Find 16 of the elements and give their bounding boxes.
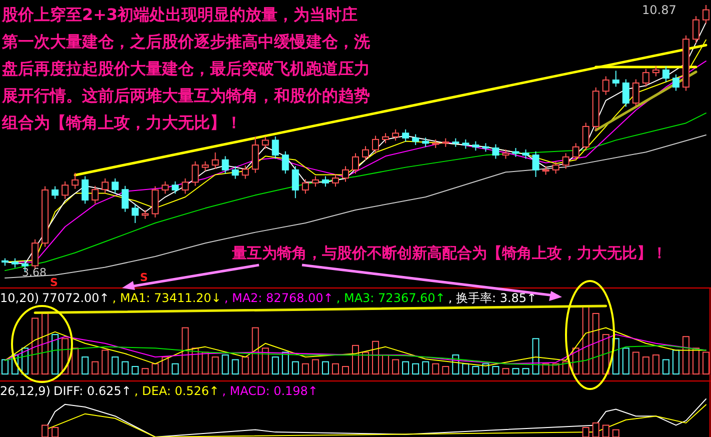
annotation: , DEA: 0.526↑ xyxy=(134,384,220,398)
annotation: 10,20) xyxy=(0,291,40,305)
annotation: S xyxy=(140,271,148,284)
annotation: 量互为犄角，与股价不断创新高配合为【犄角上攻，力大无比】！ xyxy=(232,244,667,262)
annotation: 股价上穿至2+3初端处出现明显的放量，为当时庄第一次大量建仓，之后股价逐步推高中缓慢建仓，洗盘后再度拉起股价大量建仓，最后突破飞机跑道压力展开行情。这前后两堆大量互为犄角，和股价的趋势组合为【犄角上攻，力大无比】！ xyxy=(2,5,370,132)
annotation: 77072.00↑ xyxy=(42,291,110,305)
annotation: , MA2: 82768.00↑ xyxy=(224,291,334,305)
annotation: S xyxy=(50,276,58,289)
annotation: 3.68 xyxy=(22,266,46,279)
annotation: , 换手率: 3.85↑ xyxy=(448,291,537,305)
annotation: 26,12,9) xyxy=(0,384,50,398)
annotation: , MA3: 72367.60↑ xyxy=(336,291,446,305)
annotation: , MACD: 0.198↑ xyxy=(222,384,318,398)
annotation: DIFF: 0.625↑ xyxy=(53,384,132,398)
annotation: 10.87 xyxy=(642,3,676,17)
annotation: , MA1: 73411.20↓ xyxy=(112,291,222,305)
